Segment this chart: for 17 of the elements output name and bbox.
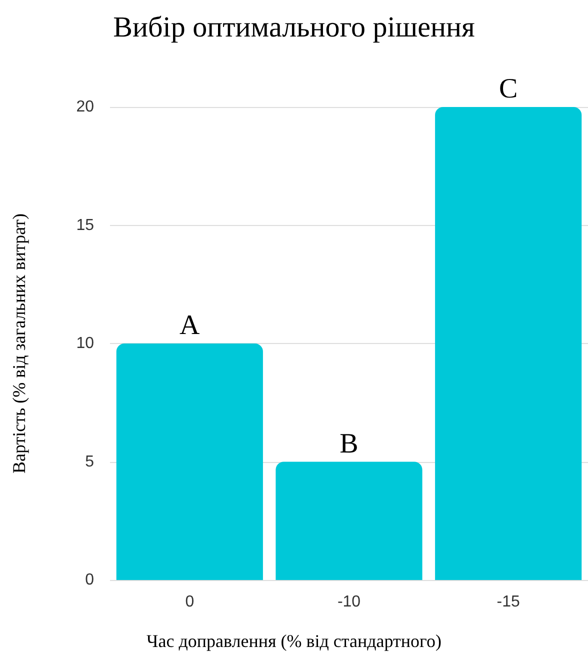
y-axis-title: Вартість (% від загальних витрат) [9,213,29,474]
x-tick-label: 0 [185,594,194,610]
bar [116,344,263,580]
data-label: B [340,428,358,460]
x-axis-title: Час доправлення (% від стандартного) [146,631,442,651]
data-label: C [498,74,518,104]
x-tick-label: -10 [337,594,361,610]
chart-title: Вибір оптимального рішення [113,12,475,44]
data-label: A [180,310,201,341]
bar [435,107,582,580]
x-tick-label: -15 [496,594,520,610]
y-tick-label: 20 [76,98,94,116]
y-tick-label: 0 [85,572,94,588]
y-tick-label: 5 [85,453,94,470]
y-tick-label: 10 [76,335,94,352]
y-tick-label: 15 [76,216,94,234]
bar [276,462,422,580]
